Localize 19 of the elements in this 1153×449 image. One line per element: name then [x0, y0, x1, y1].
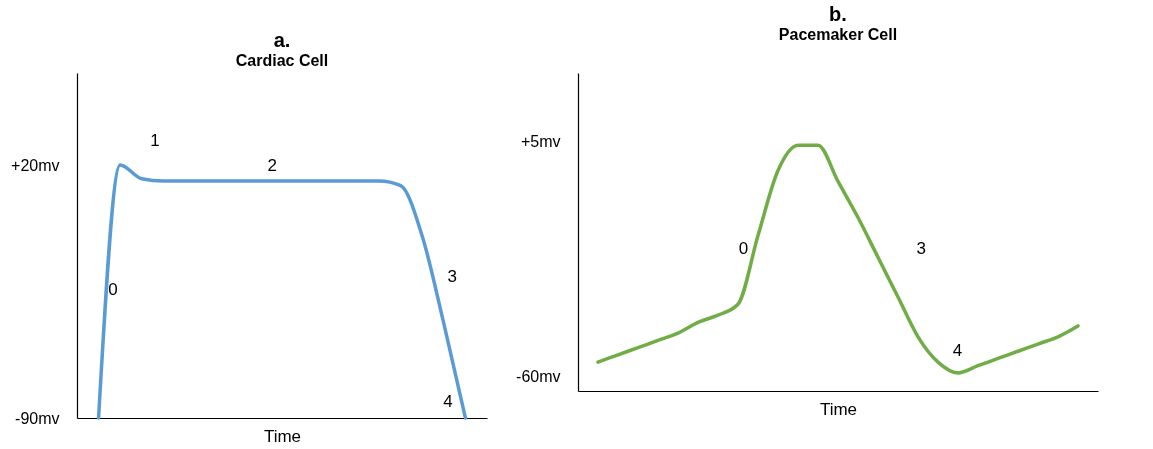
chart-title: b. — [829, 3, 847, 25]
y-tick-label: -90mv — [15, 409, 60, 427]
annotation: 3 — [447, 266, 457, 286]
y-tick-label: +20mv — [11, 156, 60, 174]
annotation: 4 — [952, 341, 963, 361]
x-axis-title: Time — [263, 426, 302, 446]
annotation: 1 — [150, 130, 160, 150]
x-axis-title: Time — [819, 399, 858, 419]
annotation: 3 — [916, 239, 926, 259]
chart-subtitle: Pacemaker Cell — [778, 26, 898, 43]
line-series — [596, 143, 1080, 375]
annotation: 0 — [738, 239, 749, 259]
chart-title: a. — [273, 29, 291, 51]
chart-subtitle: Cardiac Cell — [235, 52, 329, 69]
annotation: 2 — [267, 156, 277, 176]
y-tick-label: -60mv — [516, 368, 561, 386]
annotation: 0 — [108, 280, 118, 300]
y-tick-label: +5mv — [520, 133, 561, 151]
annotation: 4 — [443, 392, 453, 412]
